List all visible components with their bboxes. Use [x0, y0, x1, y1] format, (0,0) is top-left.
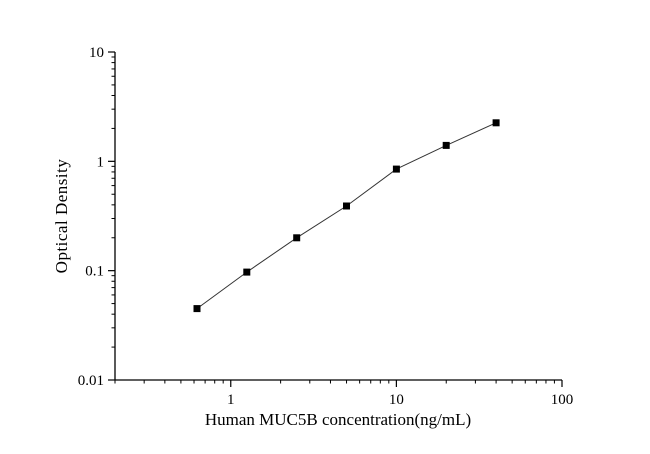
x-tick-label: 100: [551, 392, 574, 408]
data-point-marker: [392, 165, 400, 173]
y-tick-label: 0.1: [85, 264, 104, 280]
data-point-marker: [492, 119, 500, 127]
x-tick-label: 1: [227, 392, 235, 408]
data-point-marker: [243, 268, 251, 276]
data-point-marker: [293, 234, 301, 242]
y-tick-label: 10: [89, 45, 104, 61]
series-line: [196, 122, 497, 310]
data-point-marker: [343, 202, 350, 210]
x-axis-title: Human MUC5B concentration(ng/mL): [204, 410, 472, 429]
data-point-marker: [442, 141, 450, 149]
x-tick-label: 10: [389, 392, 404, 408]
y-axis-title: Optical Density: [52, 158, 71, 274]
y-tick-label: 0.01: [78, 373, 104, 389]
data-point-marker: [193, 305, 201, 313]
y-tick-label: 1: [97, 154, 105, 170]
